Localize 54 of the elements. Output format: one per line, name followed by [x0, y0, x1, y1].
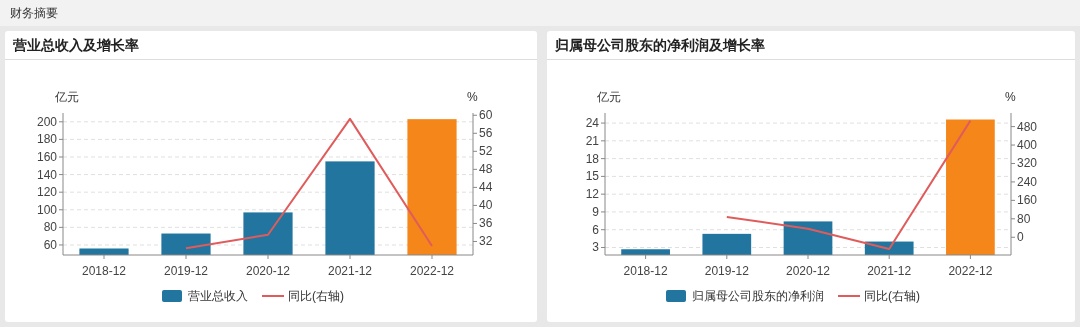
y-tick-label: 3	[592, 240, 600, 255]
x-tick-label: 2020-12	[785, 264, 831, 278]
y2-axis-title: %	[467, 90, 478, 104]
x-tick-label: 2018-12	[623, 264, 668, 278]
x-tick-label: 2022-12	[948, 264, 993, 278]
x-tick-label: 2019-12	[704, 264, 750, 278]
y-tick-label: 6	[592, 222, 600, 237]
x-tick-label: 2018-12	[81, 264, 127, 278]
y-tick-label: 60	[43, 237, 58, 252]
y2-tick-label: 32	[479, 234, 493, 249]
legend-label: 同比(右轴)	[864, 289, 920, 303]
y-tick-label: 21	[585, 133, 600, 148]
y2-tick-label: 52	[479, 144, 493, 159]
y2-axis-title: %	[1005, 90, 1016, 104]
y-tick-label: 200	[36, 114, 58, 129]
x-tick-label: 2021-12	[327, 264, 373, 278]
y-tick-label: 80	[43, 220, 58, 235]
y-tick-label: 100	[36, 202, 58, 217]
y-tick-label: 140	[36, 167, 58, 182]
x-tick-label: 2022-12	[409, 264, 455, 278]
y2-tick-label: 240	[1017, 174, 1038, 189]
y-tick-label: 18	[585, 151, 600, 166]
y2-tick-label: 40	[479, 198, 493, 213]
line-series	[725, 119, 972, 251]
y2-tick-label: 160	[1017, 193, 1038, 208]
y2-tick-label: 60	[479, 108, 493, 123]
y2-tick-label: 48	[479, 162, 493, 177]
y2-tick-label: 320	[1017, 156, 1038, 171]
y2-tick-label: 56	[479, 126, 493, 141]
y-tick-label: 160	[36, 149, 58, 164]
y-axis-title: 亿元	[596, 90, 621, 104]
x-tick-label: 2020-12	[245, 264, 291, 278]
y2-tick-label: 400	[1017, 138, 1038, 153]
y2-tick-label: 80	[1017, 211, 1031, 226]
x-tick-label: 2021-12	[867, 264, 912, 278]
y2-tick-label: 0	[1017, 230, 1024, 245]
legend-label: 归属母公司股东的净利润	[692, 289, 824, 303]
legend-label: 营业总收入	[188, 289, 248, 303]
y-tick-label: 24	[585, 116, 600, 131]
chart-title: 归属母公司股东的净利润及增长率	[554, 37, 765, 53]
y2-tick-label: 480	[1017, 119, 1038, 134]
y2-tick-label: 36	[479, 216, 493, 231]
x-tick-label: 2019-12	[163, 264, 209, 278]
y-tick-label: 12	[585, 187, 600, 202]
y-tick-label: 9	[592, 204, 600, 219]
y-tick-label: 120	[36, 185, 58, 200]
text: 财务摘要	[10, 6, 58, 20]
y2-tick-label: 44	[479, 180, 493, 195]
y-axis-title: 亿元	[54, 90, 79, 104]
line-series	[185, 117, 433, 250]
y-tick-label: 180	[36, 132, 58, 147]
chart-title: 营业总收入及增长率	[12, 37, 139, 53]
y-tick-label: 15	[585, 169, 600, 184]
legend-label: 同比(右轴)	[288, 289, 344, 303]
